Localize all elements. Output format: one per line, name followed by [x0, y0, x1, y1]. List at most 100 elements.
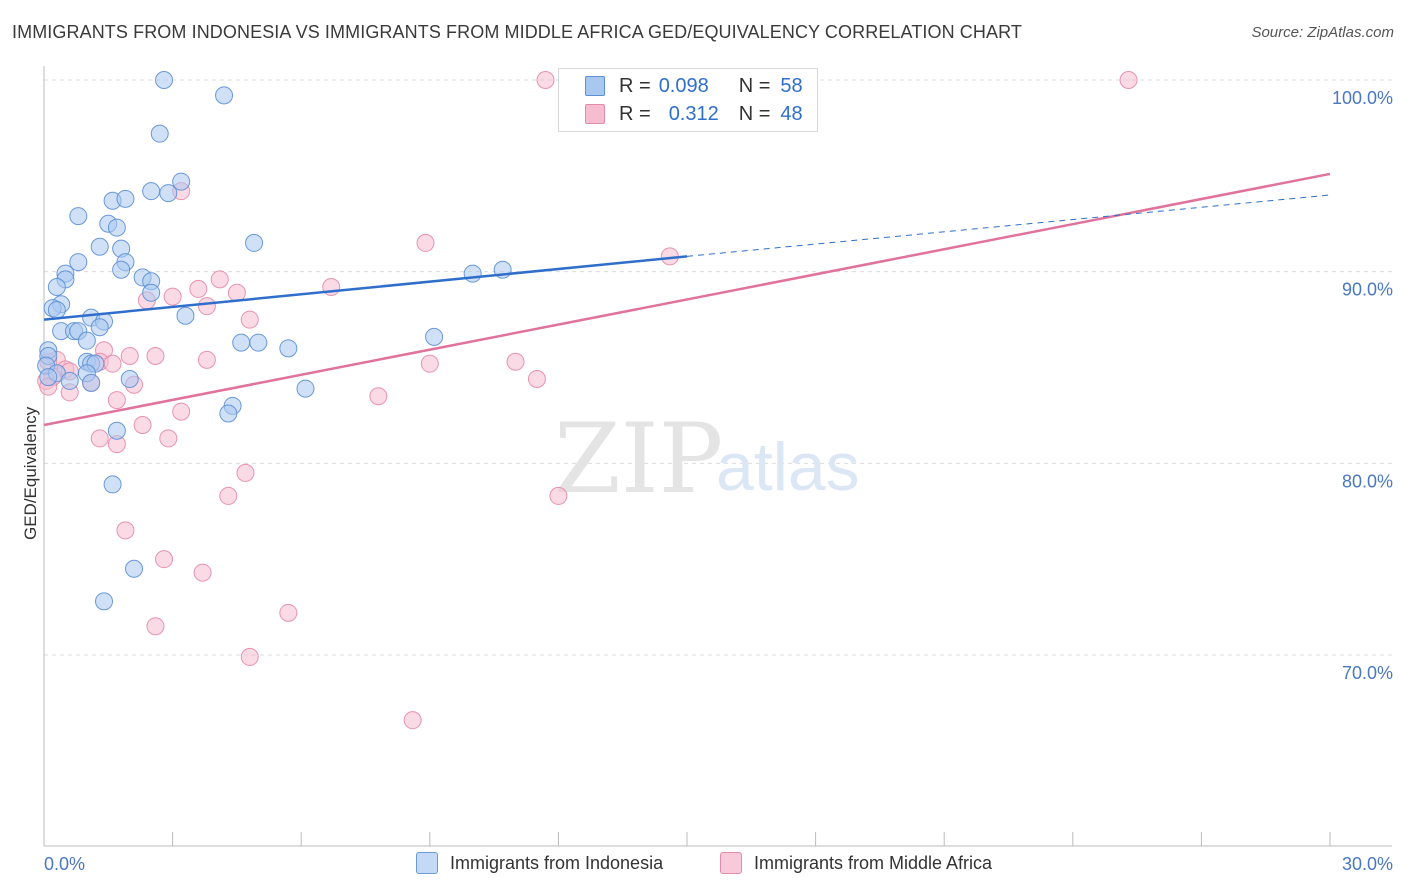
data-point-indonesia — [125, 559, 144, 578]
data-point-indonesia — [232, 333, 251, 352]
legend-r-label: R = — [619, 74, 651, 97]
data-point-middle-africa — [172, 402, 191, 421]
data-point-indonesia — [296, 379, 315, 398]
data-point-indonesia — [107, 421, 126, 440]
data-point-indonesia — [90, 237, 109, 256]
data-point-middle-africa — [116, 521, 135, 540]
series-legend-swatch-middle-africa — [720, 852, 742, 874]
legend-swatch-indonesia — [585, 76, 605, 96]
data-point-middle-africa — [549, 486, 568, 505]
legend-r-value: 0.312 — [668, 102, 719, 125]
correlation-legend: R = 0.098 N = 58 R = 0.312 N = 48 — [558, 68, 818, 132]
data-point-indonesia — [103, 475, 122, 494]
legend-row-middle-africa: R = 0.312 N = 48 — [585, 100, 803, 128]
data-point-indonesia — [90, 318, 109, 337]
y-tick-label: 70.0% — [1342, 663, 1393, 683]
data-point-indonesia — [116, 189, 135, 208]
data-point-indonesia — [142, 283, 161, 302]
data-point-indonesia — [47, 278, 66, 296]
series-legend: Immigrants from Indonesia Immigrants fro… — [0, 852, 1406, 878]
data-point-indonesia — [95, 592, 114, 611]
x-tick-label: 0.0% — [44, 854, 85, 874]
legend-n-value: 48 — [780, 102, 803, 125]
legend-r-label: R = — [619, 102, 651, 125]
data-point-middle-africa — [159, 429, 178, 448]
data-point-indonesia — [82, 373, 101, 392]
data-point-indonesia — [112, 260, 131, 279]
data-point-middle-africa — [90, 429, 109, 448]
data-point-middle-africa — [240, 310, 259, 329]
x-tick-label: 30.0% — [1342, 854, 1393, 874]
data-point-middle-africa — [236, 463, 255, 482]
series-legend-label-indonesia: Immigrants from Indonesia — [450, 852, 664, 873]
data-point-indonesia — [77, 331, 96, 350]
data-point-indonesia — [69, 253, 88, 272]
trend-line-indonesia — [43, 255, 688, 321]
data-point-indonesia — [69, 207, 88, 226]
data-point-indonesia — [39, 368, 58, 387]
data-point-middle-africa — [506, 352, 525, 371]
y-tick-label: 90.0% — [1342, 280, 1393, 300]
series-legend-label-middle-africa: Immigrants from Middle Africa — [754, 852, 993, 873]
data-point-indonesia — [215, 86, 234, 105]
series-middle-africa-points — [37, 71, 1138, 730]
legend-n-label: N = — [738, 74, 771, 97]
data-point-middle-africa — [133, 416, 152, 434]
data-point-middle-africa — [163, 287, 182, 306]
source-credit: Source: ZipAtlas.com — [1251, 24, 1394, 41]
data-point-indonesia — [150, 124, 169, 143]
data-point-indonesia — [279, 339, 298, 358]
data-point-indonesia — [155, 71, 174, 89]
data-point-indonesia — [219, 404, 238, 423]
watermark-zip: ZIP — [554, 403, 723, 515]
data-point-middle-africa — [120, 347, 139, 365]
data-point-middle-africa — [210, 270, 229, 289]
data-point-middle-africa — [146, 347, 165, 365]
data-point-middle-africa — [227, 283, 246, 302]
data-point-middle-africa — [403, 711, 422, 730]
legend-r-value: 0.098 — [658, 74, 709, 97]
series-legend-swatch-indonesia — [416, 852, 438, 874]
data-point-middle-africa — [420, 354, 439, 373]
trend-line-indonesia-extension — [686, 194, 1331, 257]
data-point-indonesia — [425, 327, 444, 346]
legend-n-value: 58 — [780, 74, 803, 97]
legend-swatch-middle-africa — [585, 104, 605, 124]
data-point-middle-africa — [1119, 71, 1138, 89]
data-point-middle-africa — [369, 387, 388, 406]
data-point-middle-africa — [107, 391, 126, 410]
data-point-middle-africa — [219, 486, 238, 505]
trend-lines — [43, 172, 1331, 427]
series-legend-middle-africa[interactable]: Immigrants from Middle Africa — [720, 852, 992, 874]
data-point-middle-africa — [527, 370, 546, 388]
chart-title: IMMIGRANTS FROM INDONESIA VS IMMIGRANTS … — [12, 22, 1022, 42]
axes — [43, 66, 1392, 847]
series-legend-indonesia[interactable]: Immigrants from Indonesia — [416, 852, 663, 874]
data-point-indonesia — [249, 333, 268, 352]
data-point-middle-africa — [155, 550, 174, 569]
data-point-indonesia — [245, 233, 264, 252]
data-point-middle-africa — [197, 297, 216, 316]
data-point-middle-africa — [193, 563, 212, 582]
data-point-middle-africa — [279, 603, 298, 622]
legend-row-indonesia: R = 0.098 N = 58 — [585, 72, 803, 100]
tick-labels: 70.0% 80.0% 90.0% 100.0% 0.0% 30.0% — [44, 88, 1393, 874]
watermark: ZIP atlas — [554, 403, 860, 515]
data-point-indonesia — [107, 218, 126, 237]
legend-n-label: N = — [738, 102, 771, 125]
y-tick-label: 100.0% — [1332, 88, 1393, 108]
data-point-indonesia — [120, 370, 139, 388]
data-point-middle-africa — [536, 71, 555, 89]
data-point-indonesia — [172, 172, 191, 191]
data-point-indonesia — [176, 306, 195, 325]
data-point-indonesia — [159, 184, 178, 203]
data-point-middle-africa — [416, 233, 435, 252]
data-point-middle-africa — [197, 350, 216, 369]
y-axis-label: GED/Equivalency — [21, 406, 40, 540]
data-point-indonesia — [463, 264, 482, 283]
data-point-indonesia — [60, 371, 79, 390]
data-point-middle-africa — [189, 279, 208, 298]
data-point-indonesia — [142, 182, 161, 201]
series-indonesia-points — [37, 71, 512, 611]
